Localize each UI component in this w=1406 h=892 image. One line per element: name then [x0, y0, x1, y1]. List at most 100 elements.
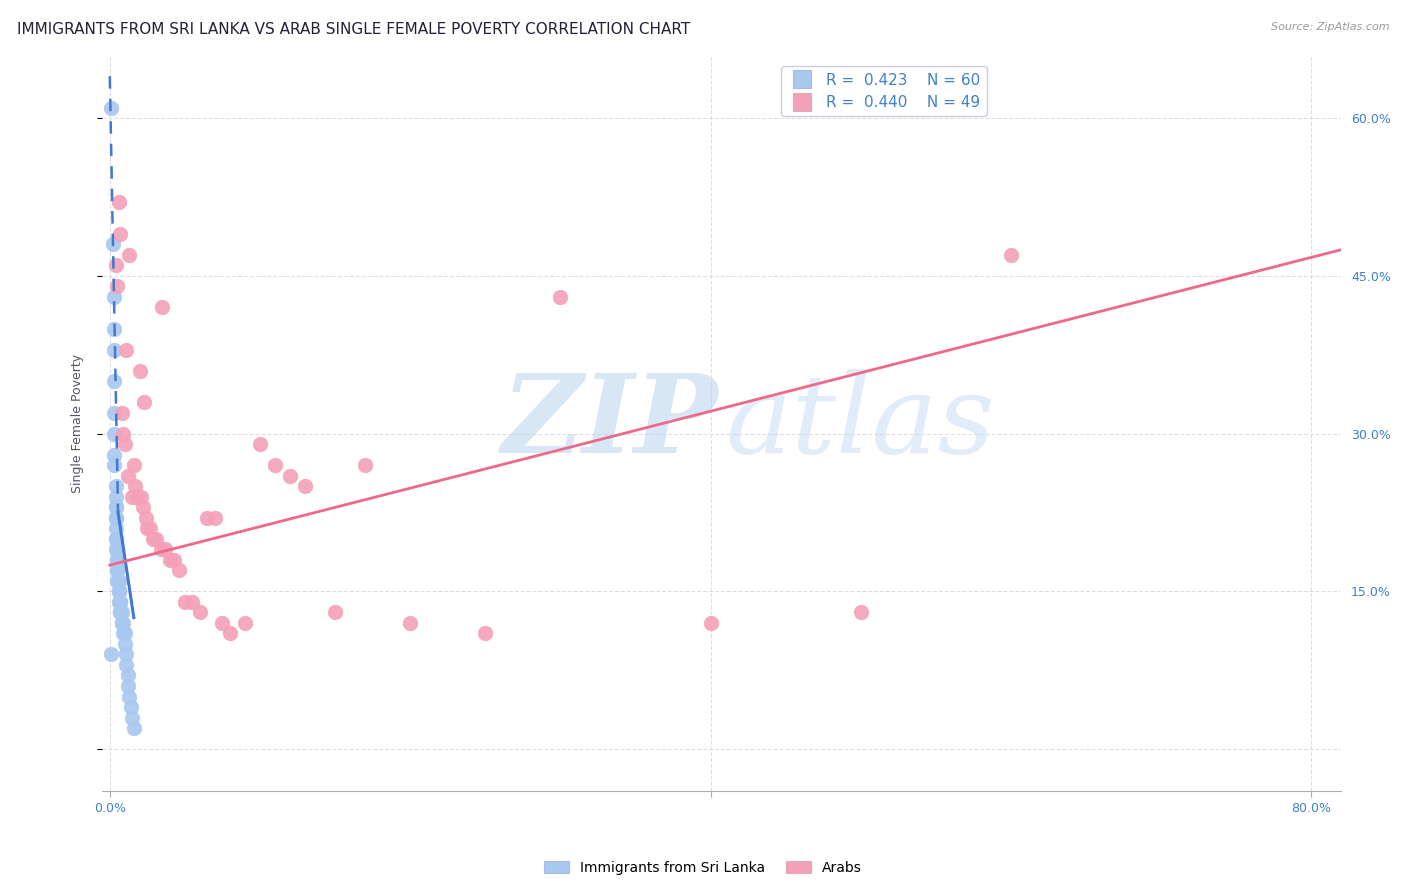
- Point: [105, 279, 128, 293]
- Point: [163, 553, 186, 567]
- Point: [115, 343, 138, 357]
- Point: [354, 458, 377, 473]
- Point: [114, 437, 136, 451]
- Point: [110, 606, 132, 620]
- Text: atlas: atlas: [725, 369, 995, 477]
- Point: [105, 542, 128, 557]
- Legend: R =  0.423    N = 60, R =  0.440    N = 49: R = 0.423 N = 60, R = 0.440 N = 49: [780, 67, 987, 116]
- Point: [474, 626, 496, 640]
- Point: [105, 553, 128, 567]
- Point: [125, 490, 148, 504]
- Point: [103, 406, 125, 420]
- Point: [108, 595, 131, 609]
- Point: [111, 615, 134, 630]
- Point: [111, 406, 134, 420]
- Point: [219, 626, 242, 640]
- Point: [108, 584, 131, 599]
- Point: [294, 479, 316, 493]
- Text: IMMIGRANTS FROM SRI LANKA VS ARAB SINGLE FEMALE POVERTY CORRELATION CHART: IMMIGRANTS FROM SRI LANKA VS ARAB SINGLE…: [17, 22, 690, 37]
- Point: [104, 500, 127, 515]
- Point: [118, 248, 141, 262]
- Point: [105, 542, 128, 557]
- Point: [104, 490, 127, 504]
- Point: [101, 237, 124, 252]
- Point: [132, 500, 155, 515]
- Point: [108, 195, 131, 210]
- Point: [278, 468, 301, 483]
- Point: [211, 615, 233, 630]
- Point: [104, 532, 127, 546]
- Point: [181, 595, 204, 609]
- Point: [699, 615, 721, 630]
- Point: [849, 606, 872, 620]
- Point: [233, 615, 256, 630]
- Point: [108, 584, 131, 599]
- Point: [139, 521, 162, 535]
- Point: [115, 648, 138, 662]
- Point: [103, 343, 125, 357]
- Point: [174, 595, 197, 609]
- Point: [323, 606, 346, 620]
- Point: [117, 679, 139, 693]
- Point: [264, 458, 287, 473]
- Point: [121, 710, 143, 724]
- Point: [108, 584, 131, 599]
- Point: [104, 532, 127, 546]
- Point: [104, 259, 127, 273]
- Point: [150, 301, 173, 315]
- Point: [145, 532, 167, 546]
- Point: [112, 426, 135, 441]
- Point: [121, 490, 143, 504]
- Point: [100, 648, 122, 662]
- Point: [134, 395, 156, 409]
- Point: [105, 563, 128, 577]
- Point: [103, 458, 125, 473]
- Point: [104, 479, 127, 493]
- Point: [104, 510, 127, 524]
- Point: [112, 615, 135, 630]
- Point: [118, 690, 141, 704]
- Point: [188, 606, 211, 620]
- Point: [105, 563, 128, 577]
- Point: [111, 615, 134, 630]
- Point: [249, 437, 271, 451]
- Point: [114, 626, 136, 640]
- Point: [136, 521, 159, 535]
- Point: [167, 563, 190, 577]
- Point: [149, 542, 172, 557]
- Point: [197, 510, 219, 524]
- Y-axis label: Single Female Poverty: Single Female Poverty: [72, 353, 84, 492]
- Point: [155, 542, 177, 557]
- Point: [103, 374, 125, 388]
- Point: [128, 363, 150, 377]
- Point: [110, 595, 132, 609]
- Point: [1000, 248, 1022, 262]
- Point: [110, 595, 132, 609]
- Point: [117, 468, 139, 483]
- Text: ZIP: ZIP: [502, 369, 718, 477]
- Point: [108, 574, 131, 588]
- Point: [104, 500, 127, 515]
- Legend: Immigrants from Sri Lanka, Arabs: Immigrants from Sri Lanka, Arabs: [538, 855, 868, 880]
- Point: [105, 563, 128, 577]
- Point: [110, 606, 132, 620]
- Point: [135, 510, 157, 524]
- Point: [108, 574, 131, 588]
- Point: [108, 574, 131, 588]
- Point: [399, 615, 422, 630]
- Point: [104, 542, 127, 557]
- Point: [110, 595, 132, 609]
- Point: [104, 521, 127, 535]
- Point: [550, 290, 572, 304]
- Point: [114, 637, 136, 651]
- Point: [120, 700, 142, 714]
- Point: [124, 479, 146, 493]
- Point: [142, 532, 165, 546]
- Point: [115, 657, 138, 672]
- Point: [103, 448, 125, 462]
- Point: [105, 563, 128, 577]
- Point: [100, 101, 122, 115]
- Point: [111, 606, 134, 620]
- Point: [112, 626, 135, 640]
- Point: [103, 321, 125, 335]
